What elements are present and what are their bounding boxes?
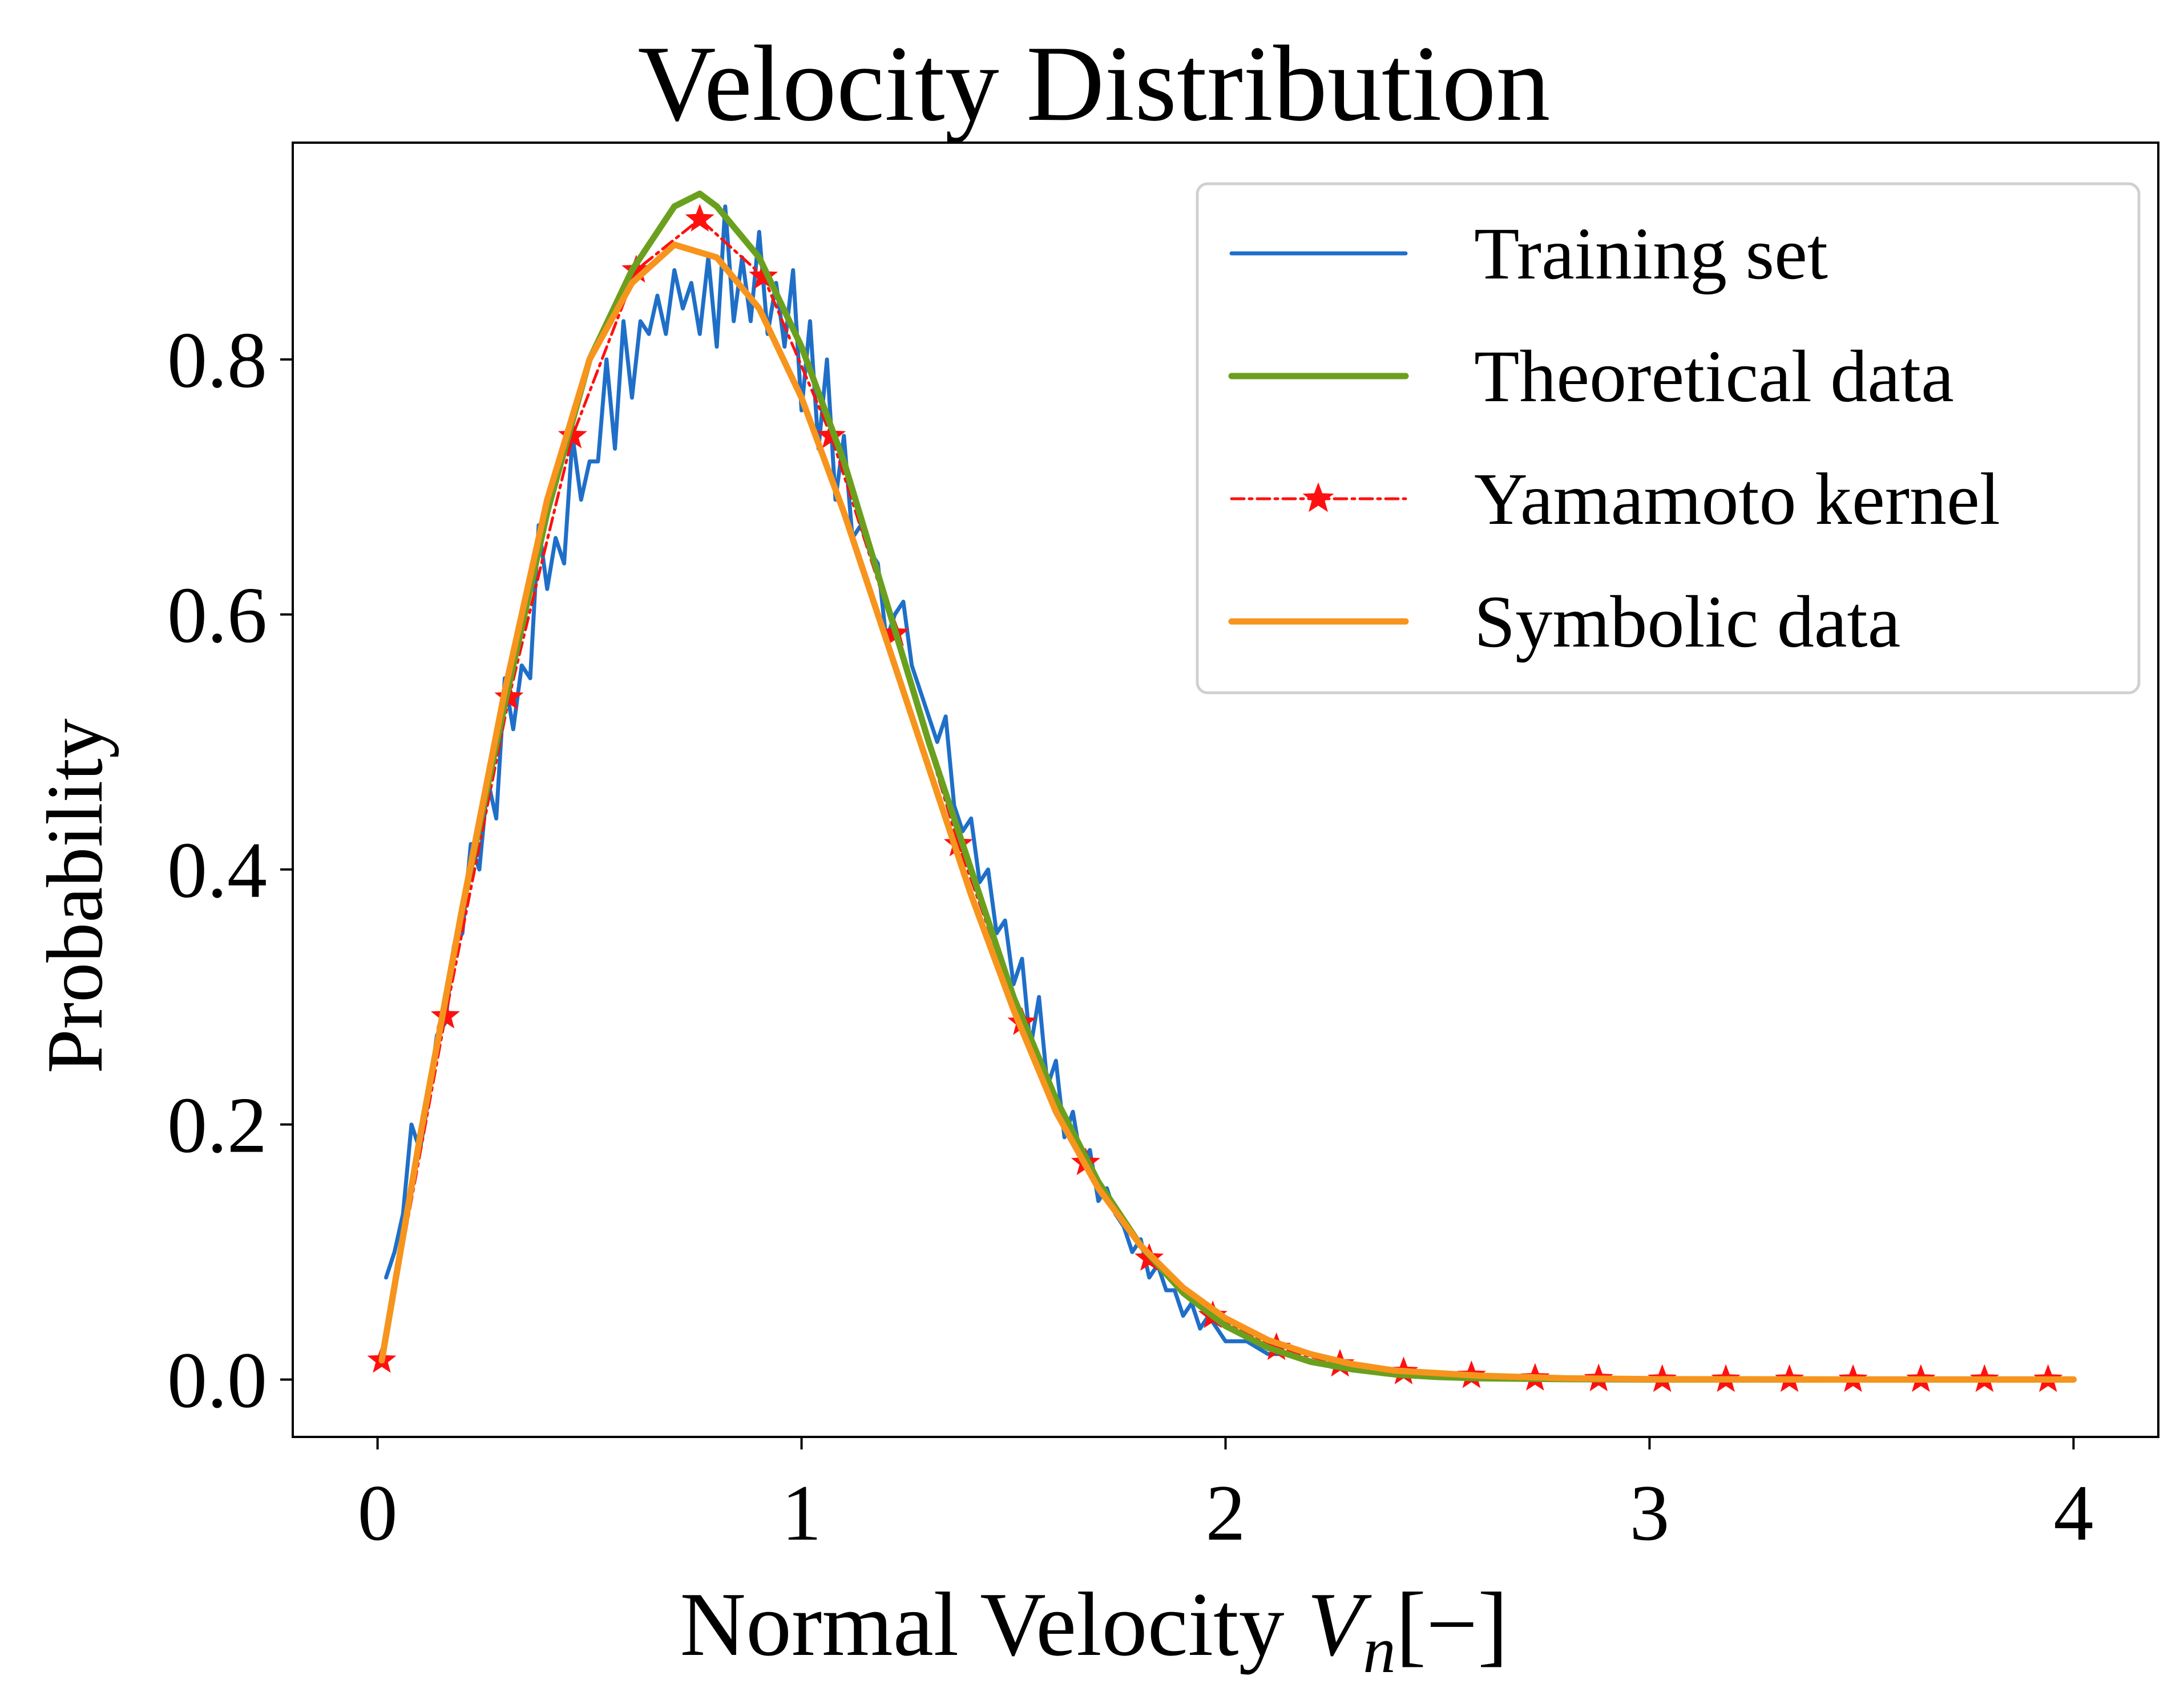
legend-label-yamamoto-kernel: Yamamoto kernel [1474,458,2000,540]
legend-label-symbolic-data: Symbolic data [1474,581,1900,663]
x-tick-label: 2 [1206,1469,1246,1557]
y-tick-label: 0.0 [167,1336,267,1424]
y-axis-label: Probability [31,718,119,1073]
x-tick-label: 4 [2053,1469,2093,1557]
y-tick-label: 0.2 [167,1081,267,1170]
chart-title: Velocity Distribution [637,24,1550,144]
legend: Training set Theoretical data Yamamoto ker… [1197,184,2139,693]
y-tick-label: 0.6 [167,571,267,660]
legend-label-training-set: Training set [1474,213,1828,295]
y-tick-label: 0.4 [167,826,267,915]
x-tick-label: 3 [1629,1469,1669,1557]
x-axis-label-text: Normal Velocity [680,1573,1284,1675]
x-axis-label-space [1285,1573,1307,1675]
y-tick-label: 0.8 [167,316,267,405]
x-tick-label: 0 [358,1469,398,1557]
legend-label-theoretical-data: Theoretical data [1474,336,1954,418]
x-tick-label: 1 [782,1469,822,1557]
x-axis-label-sub: n [1363,1614,1396,1686]
x-axis-label-unit: [−] [1396,1573,1508,1675]
